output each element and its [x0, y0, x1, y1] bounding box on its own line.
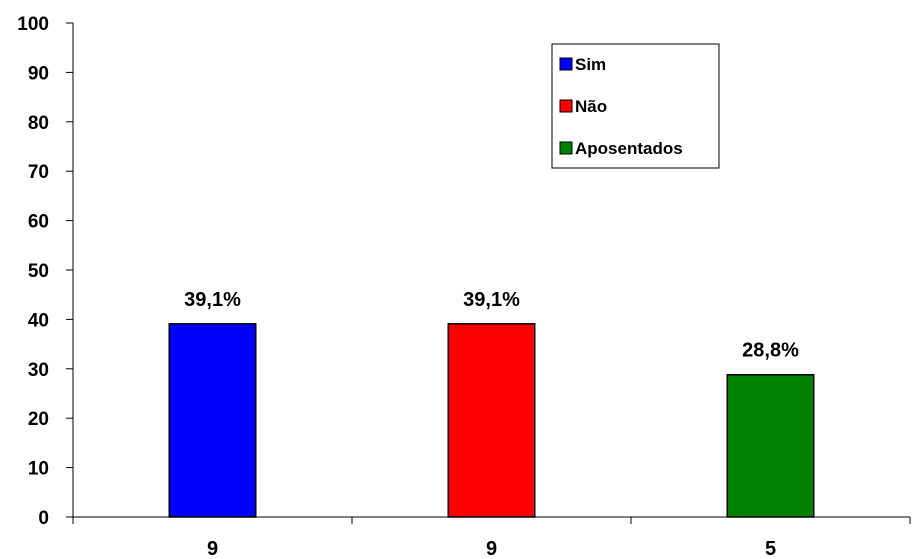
y-tick-label: 100 [17, 14, 49, 35]
legend-label: Não [575, 97, 607, 116]
y-tick-label: 10 [28, 459, 49, 480]
y-tick-label: 70 [28, 162, 49, 183]
y-tick-label: 0 [38, 508, 49, 529]
y-tick-label: 60 [28, 212, 49, 233]
legend: Sim Não Aposentados [551, 43, 720, 169]
legend-label: Sim [575, 55, 606, 74]
y-tick-label: 50 [28, 261, 49, 282]
bar-1 [168, 323, 257, 518]
bars [168, 323, 815, 518]
y-axis: 0 10 20 30 40 50 60 70 80 90 100 [17, 14, 74, 529]
legend-swatch [559, 141, 573, 155]
legend-box [551, 43, 720, 169]
y-tick-label: 30 [28, 360, 49, 381]
x-category-label: 5 [765, 538, 776, 559]
legend-swatch [559, 57, 573, 71]
data-label: 28,8% [742, 340, 799, 362]
legend-label: Aposentados [575, 139, 683, 158]
legend-swatch [559, 99, 573, 113]
x-axis: 9 9 5 [72, 516, 911, 559]
y-tick-label: 40 [28, 310, 49, 331]
x-category-label: 9 [486, 538, 497, 559]
y-tick-label: 90 [28, 63, 49, 84]
data-label: 39,1% [463, 289, 520, 311]
bar-2 [447, 323, 536, 518]
y-tick-label: 20 [28, 409, 49, 430]
data-label: 39,1% [184, 289, 241, 311]
x-category-label: 9 [207, 538, 218, 559]
bar-3 [726, 373, 815, 518]
y-tick-label: 80 [28, 113, 49, 134]
data-labels: 39,1% 39,1% 28,8% [184, 289, 799, 362]
